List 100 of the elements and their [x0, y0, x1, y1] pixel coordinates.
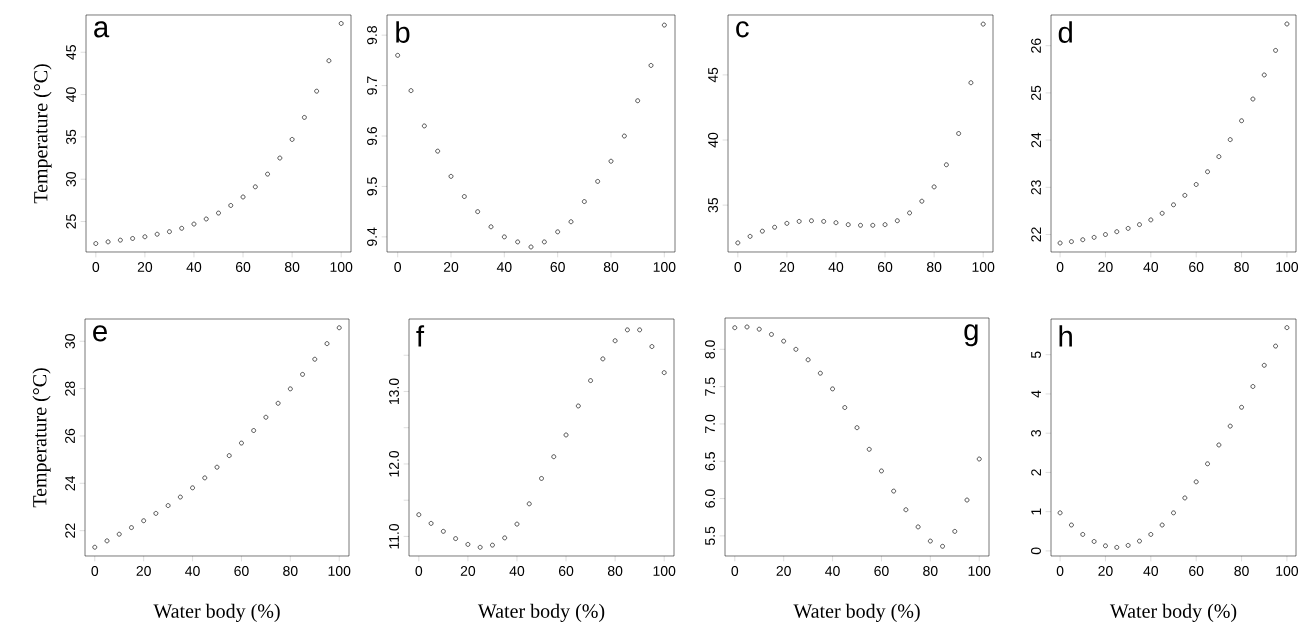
point [980, 21, 986, 27]
y-tick-label: 9.4 [367, 227, 377, 246]
point [542, 239, 547, 245]
point [239, 440, 244, 446]
x-tick-label: 0 [734, 262, 742, 272]
point [784, 221, 790, 226]
x-axis-title: Water body (%) [477, 603, 605, 622]
point [475, 209, 481, 214]
x-tick-label: 60 [550, 262, 565, 272]
point [1227, 423, 1233, 429]
point [1148, 532, 1154, 537]
point [1080, 532, 1086, 537]
x-tick-label: 80 [283, 566, 298, 576]
y-tick-label: 26 [65, 428, 75, 444]
y-tick-label: 28 [65, 381, 75, 396]
x-tick-label: 20 [137, 262, 153, 272]
point [191, 221, 197, 227]
y-tick-label: 9.8 [367, 26, 377, 45]
point [637, 327, 642, 333]
point [1193, 479, 1199, 485]
annotation: b [396, 21, 410, 43]
x-tick-label: 40 [828, 262, 844, 272]
y-tick-label: 7.5 [705, 377, 715, 396]
x-tick-label: 40 [509, 566, 525, 576]
point [153, 511, 159, 516]
point [551, 454, 557, 460]
point [747, 234, 753, 239]
x-tick-label: 60 [234, 566, 249, 576]
point [1239, 118, 1244, 124]
x-tick-label: 20 [443, 262, 459, 272]
y-tick-label: 24 [1031, 132, 1041, 148]
point [1284, 21, 1290, 27]
point [1171, 202, 1176, 208]
point [1193, 182, 1199, 187]
point [1171, 510, 1176, 516]
point [326, 58, 332, 64]
annotation: e [93, 325, 107, 342]
point [1057, 510, 1063, 516]
x-tick-label: 80 [923, 566, 938, 576]
x-tick-label: 20 [776, 566, 791, 576]
point [93, 241, 99, 246]
point [866, 446, 872, 452]
point [956, 131, 961, 136]
point [275, 400, 281, 406]
y-tick-label: 7.0 [705, 414, 715, 433]
point [964, 497, 970, 503]
point [796, 219, 802, 224]
annotation: h [1059, 325, 1072, 347]
x-tick-label: 0 [415, 566, 423, 576]
point [422, 123, 427, 129]
point [1261, 72, 1267, 78]
point [154, 231, 160, 237]
y-tick-label: 45 [66, 45, 76, 60]
point [842, 405, 848, 410]
point [502, 535, 508, 541]
point [976, 456, 982, 462]
x-tick-label: 20 [1098, 262, 1113, 272]
point [661, 370, 667, 375]
point [448, 174, 454, 179]
point [142, 234, 148, 240]
point [177, 494, 183, 500]
point [1114, 229, 1120, 235]
point [289, 137, 295, 142]
point [165, 503, 171, 508]
point [216, 210, 221, 216]
y-tick-label: 1 [1031, 508, 1041, 515]
y-axis-title: Temperature (°C) [32, 368, 51, 508]
annotation: c [736, 21, 749, 38]
point [252, 184, 258, 190]
point [202, 475, 208, 481]
x-tick-label: 100 [968, 566, 991, 576]
x-tick-label: 100 [653, 262, 676, 272]
point [277, 155, 283, 161]
x-tick-label: 80 [284, 262, 300, 272]
point [228, 203, 234, 208]
point [416, 512, 422, 518]
point [1182, 193, 1188, 198]
x-tick-label: 20 [1098, 566, 1113, 576]
annotation: g [964, 324, 978, 347]
point [809, 218, 814, 224]
point [265, 171, 270, 177]
y-tick-label: 35 [708, 197, 718, 213]
point [408, 88, 414, 93]
point [600, 356, 606, 362]
point [300, 372, 305, 377]
x-tick-label: 100 [330, 262, 353, 272]
point [588, 378, 593, 383]
y-tick-label: 11.0 [389, 523, 399, 549]
y-tick-label: 40 [708, 132, 718, 148]
point [1159, 210, 1165, 216]
point [203, 216, 209, 222]
y-tick-label: 22 [65, 523, 75, 538]
point [1103, 543, 1108, 549]
point [1148, 217, 1154, 223]
point [1182, 495, 1188, 501]
x-tick-label: 100 [653, 566, 676, 576]
y-tick-label: 40 [66, 87, 76, 103]
point [526, 501, 532, 507]
point [141, 518, 147, 524]
x-tick-label: 80 [1234, 566, 1249, 576]
